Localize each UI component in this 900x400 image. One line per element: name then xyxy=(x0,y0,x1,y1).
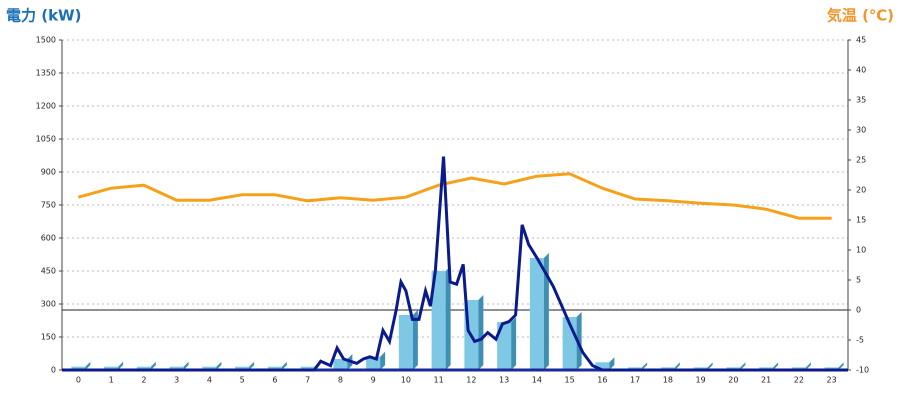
bar xyxy=(136,366,151,370)
bar xyxy=(300,366,315,370)
bar xyxy=(104,366,119,370)
x-tick-label: 19 xyxy=(696,376,706,385)
bar-side xyxy=(511,317,517,370)
y-tick-label: 900 xyxy=(41,168,56,177)
temperature-line xyxy=(77,172,832,220)
x-tick-label: 16 xyxy=(597,376,607,385)
bar-side xyxy=(674,362,680,370)
x-tick-label: 5 xyxy=(240,376,245,385)
y2-tick-label: 30 xyxy=(856,126,866,135)
y-tick-label: 300 xyxy=(41,300,56,309)
y-tick-label: 1500 xyxy=(36,36,56,45)
y-tick-label: 450 xyxy=(41,267,56,276)
bar xyxy=(169,366,184,370)
bar xyxy=(595,362,610,370)
y-tick-label: 600 xyxy=(41,234,56,243)
y-tick-label: 150 xyxy=(41,333,56,342)
x-tick-label: 7 xyxy=(305,376,310,385)
bar xyxy=(497,322,512,370)
x-tick-label: 1 xyxy=(109,376,114,385)
bar-side xyxy=(543,253,549,370)
y-tick-label: 1200 xyxy=(36,102,56,111)
bar-side xyxy=(707,362,713,370)
y-tick-label: 1050 xyxy=(36,135,56,144)
y-tick-label: 0 xyxy=(51,366,56,375)
x-tick-label: 17 xyxy=(630,376,640,385)
x-tick-label: 6 xyxy=(272,376,277,385)
bar xyxy=(398,315,413,370)
y2-tick-label: 20 xyxy=(856,186,866,195)
bar-side xyxy=(183,361,189,370)
y2-tick-label: 5 xyxy=(856,276,861,285)
x-tick-label: 14 xyxy=(532,376,542,385)
x-tick-label: 20 xyxy=(728,376,738,385)
x-tick-label: 9 xyxy=(371,376,376,385)
y2-tick-label: 25 xyxy=(856,156,866,165)
x-tick-label: 10 xyxy=(401,376,411,385)
bar-side xyxy=(249,361,255,370)
bar-side xyxy=(838,362,844,370)
x-tick-label: 22 xyxy=(794,376,804,385)
x-tick-label: 8 xyxy=(338,376,343,385)
bar-side xyxy=(216,361,222,370)
y2-tick-label: 10 xyxy=(856,246,866,255)
bar xyxy=(235,366,250,370)
x-tick-label: 12 xyxy=(466,376,476,385)
bar-side xyxy=(445,266,451,370)
y-tick-label: 1350 xyxy=(36,69,56,78)
y2-tick-label: 35 xyxy=(856,96,866,105)
x-tick-label: 21 xyxy=(761,376,771,385)
x-tick-label: 4 xyxy=(207,376,212,385)
bar xyxy=(431,271,446,370)
bar-side xyxy=(740,362,746,370)
bar xyxy=(202,366,217,370)
y2-tick-label: -5 xyxy=(856,336,864,345)
bar-side xyxy=(805,362,811,370)
x-tick-label: 2 xyxy=(141,376,146,385)
bar xyxy=(333,359,348,370)
bar-side xyxy=(478,295,484,370)
x-tick-label: 18 xyxy=(663,376,673,385)
x-tick-label: 3 xyxy=(174,376,179,385)
x-tick-label: 23 xyxy=(827,376,837,385)
bar xyxy=(267,366,282,370)
bar xyxy=(71,366,86,370)
y2-tick-label: 45 xyxy=(856,36,866,45)
bar-side xyxy=(412,310,418,370)
bar-side xyxy=(85,361,91,370)
x-tick-label: 13 xyxy=(499,376,509,385)
y2-tick-label: -10 xyxy=(856,366,869,375)
bar-side xyxy=(609,357,615,370)
x-tick-label: 15 xyxy=(565,376,575,385)
y2-tick-label: 0 xyxy=(856,306,861,315)
left-axis-title: 電力 (kW) xyxy=(6,7,81,25)
bar-side xyxy=(380,351,386,370)
bar xyxy=(529,258,544,370)
power-line xyxy=(62,156,848,372)
y2-tick-label: 15 xyxy=(856,216,866,225)
bar-side xyxy=(773,362,779,370)
bar-side xyxy=(150,361,156,370)
bar-side xyxy=(281,361,287,370)
x-tick-label: 11 xyxy=(434,376,444,385)
x-tick-label: 0 xyxy=(76,376,81,385)
y-tick-label: 750 xyxy=(41,201,56,210)
bar-side xyxy=(642,362,648,370)
bar-side xyxy=(118,361,124,370)
y2-tick-label: 40 xyxy=(856,66,866,75)
right-axis-title: 気温 (℃) xyxy=(827,7,894,25)
